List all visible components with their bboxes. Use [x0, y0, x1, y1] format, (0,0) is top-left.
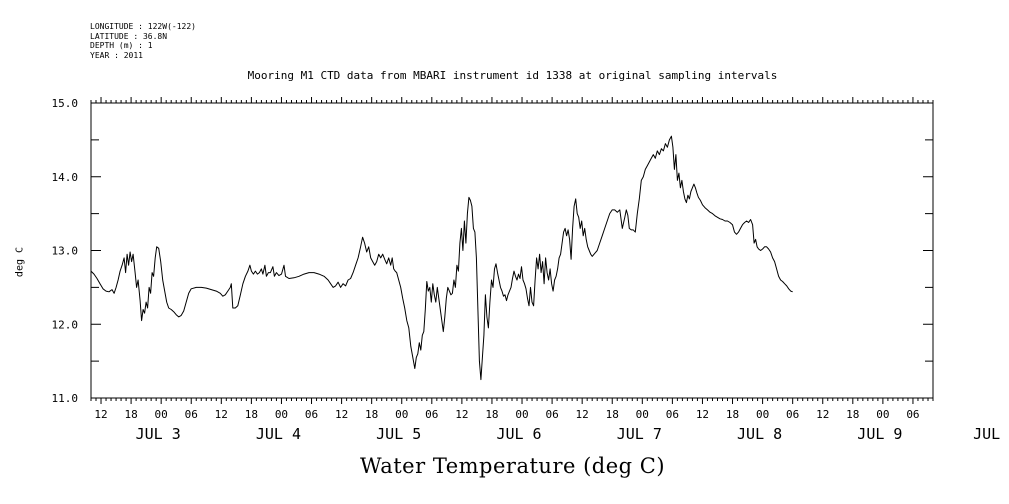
x-day-label: JUL 6 [496, 425, 541, 443]
x-tick-label: 18 [606, 408, 619, 421]
chart-title: Mooring M1 CTD data from MBARI instrumen… [247, 69, 778, 82]
x-tick-label: 00 [395, 408, 408, 421]
x-day-label: JUL 5 [376, 425, 421, 443]
metadata-block: LONGITUDE : 122W(-122) LATITUDE : 36.8N … [90, 22, 196, 60]
x-tick-label: 06 [545, 408, 558, 421]
latitude-label: LATITUDE : 36.8N [90, 31, 168, 41]
x-tick-label: 00 [275, 408, 288, 421]
x-tick-label: 00 [876, 408, 889, 421]
x-tick-label: 18 [365, 408, 378, 421]
x-tick-label: 18 [485, 408, 498, 421]
y-tick-label: 14.0 [52, 171, 79, 184]
x-tick-label: 12 [335, 408, 348, 421]
x-tick-label: 18 [726, 408, 739, 421]
x-tick-label: 00 [636, 408, 649, 421]
x-tick-label: 18 [245, 408, 258, 421]
x-tick-label: 06 [666, 408, 679, 421]
y-tick-label: 15.0 [52, 97, 79, 110]
x-tick-label: 06 [305, 408, 318, 421]
x-tick-label: 18 [124, 408, 137, 421]
chart-series [90, 135, 793, 381]
x-tick-label: 06 [906, 408, 919, 421]
x-tick-label: 06 [425, 408, 438, 421]
x-day-label: JUL 9 [857, 425, 902, 443]
x-tick-label: 00 [756, 408, 769, 421]
series-line [90, 135, 793, 381]
x-tick-label: 12 [696, 408, 709, 421]
x-tick-label: 12 [816, 408, 829, 421]
y-tick-label: 12.0 [52, 318, 79, 331]
x-axis-label: Water Temperature (deg C) [359, 454, 666, 478]
y-tick-label: 11.0 [52, 392, 79, 405]
x-day-label: JUL 8 [737, 425, 782, 443]
x-tick-label: 00 [155, 408, 168, 421]
x-tick-label: 12 [455, 408, 468, 421]
y-tick-label: 13.0 [52, 245, 79, 258]
plot-frame [90, 102, 934, 399]
depth-label: DEPTH (m) : 1 [90, 41, 153, 50]
x-tick-label: 00 [515, 408, 528, 421]
x-day-label: JUL 7 [617, 425, 662, 443]
x-tick-label: 12 [215, 408, 228, 421]
x-tick-label: 06 [786, 408, 799, 421]
x-day-label: JUL 4 [256, 425, 301, 443]
year-label: YEAR : 2011 [90, 50, 143, 60]
x-day-label: JUL 10 [973, 425, 1009, 443]
x-tick-label: 06 [185, 408, 198, 421]
x-day-label: JUL 3 [136, 425, 181, 443]
x-tick-label: 12 [94, 408, 107, 421]
chart-axes: 12 18 00 06 12 18 00 06 12 18 00 06 12 18 00 06 12 18 00 06… [52, 97, 1009, 443]
x-tick-label: 18 [846, 408, 859, 421]
x-tick-label: 12 [576, 408, 589, 421]
longitude-label: LONGITUDE : 122W(-122) [90, 22, 196, 31]
